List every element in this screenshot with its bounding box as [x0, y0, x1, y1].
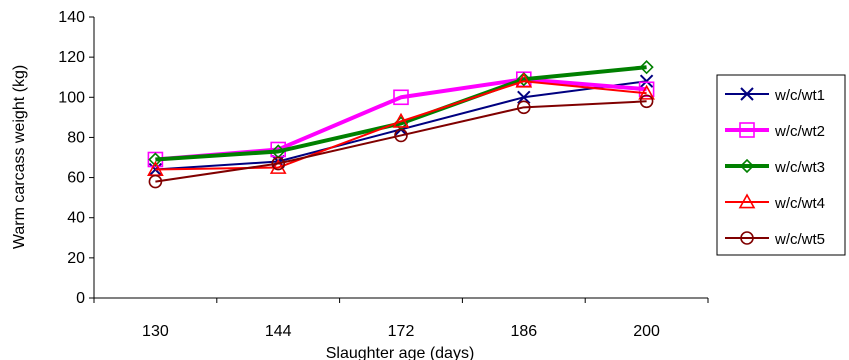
legend-label: w/c/wt4: [774, 195, 825, 212]
data-point: [394, 128, 408, 143]
series-line: [155, 100, 647, 183]
data-point: [392, 112, 410, 128]
series-w-c-wt4: [147, 72, 655, 176]
x-tick-label: 130: [142, 323, 169, 340]
y-tick-label: 0: [76, 290, 85, 307]
legend-marker: [740, 231, 754, 245]
y-axis-title: Warm carcass weight (kg): [11, 65, 28, 249]
data-point: [393, 89, 409, 106]
data-point: [148, 174, 163, 189]
series-w-c-wt5: [148, 94, 654, 189]
legend-marker: [740, 87, 754, 101]
data-point: [639, 74, 654, 88]
legend-marker: [739, 158, 755, 174]
legend-item: w/c/wt3: [725, 158, 825, 176]
data-point: [517, 90, 531, 104]
legend-item: w/c/wt2: [725, 122, 825, 140]
data-point: [638, 84, 655, 100]
data-point: [148, 152, 163, 167]
x-tick-label: 186: [510, 323, 537, 340]
y-tick-label: 80: [67, 129, 85, 146]
y-tick-label: 140: [58, 9, 85, 26]
series-group: [147, 60, 655, 189]
legend-label: w/c/wt2: [774, 123, 825, 140]
data-point: [639, 94, 654, 109]
series-line: [155, 80, 647, 171]
data-point: [271, 156, 286, 171]
y-tick-label: 100: [58, 89, 85, 106]
legend-label: w/c/wt3: [774, 159, 825, 176]
tick-labels: 0 20 40 60 80 100 120 140 130 144 172 186 200: [58, 9, 660, 340]
legend-marker: [739, 122, 755, 138]
x-tick-label: 200: [633, 323, 660, 340]
data-point: [638, 81, 655, 98]
y-tick-label: 20: [67, 250, 85, 267]
y-tick-label: 60: [67, 170, 85, 187]
x-tick-label: 172: [388, 323, 415, 340]
legend-item: w/c/wt1: [725, 87, 825, 104]
x-axis-title: Slaughter age (days): [326, 345, 475, 360]
legend-marker: [738, 193, 756, 209]
legend: w/c/wt1 w/c/wt2 w/c/wt3 w/c/wt4 w/c/wt5: [716, 74, 846, 256]
x-tick-label: 144: [265, 323, 292, 340]
axes: [89, 16, 709, 303]
data-point: [639, 60, 654, 75]
legend-item: w/c/wt4: [725, 193, 825, 212]
legend-item: w/c/wt5: [725, 231, 825, 248]
data-point: [516, 72, 531, 87]
data-point: [516, 100, 531, 115]
y-tick-label: 40: [67, 210, 85, 227]
legend-label: w/c/wt1: [774, 87, 825, 104]
y-tick-label: 120: [58, 49, 85, 66]
series-line: [155, 65, 647, 162]
data-point: [515, 72, 533, 88]
data-point: [269, 158, 287, 174]
legend-label: w/c/wt5: [774, 231, 825, 248]
